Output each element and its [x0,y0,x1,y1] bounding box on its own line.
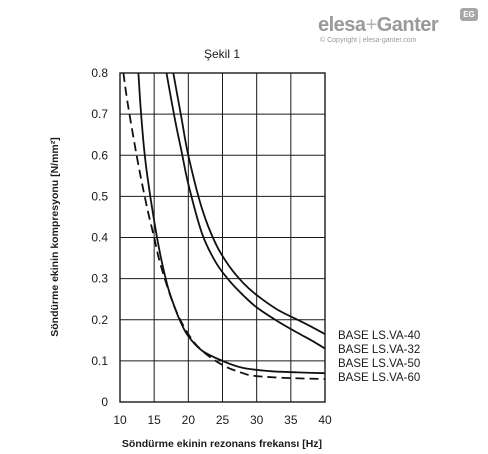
brand-logo: elesa+Ganter © Copyright | elesa-ganter.… [318,8,478,48]
series-labels: BASE LS.VA-40 BASE LS.VA-32 BASE LS.VA-50 B… [338,330,420,384]
chart-title: Şekil 1 [204,47,240,61]
x-tick-label: 30 [250,413,264,427]
brand-badge: EG [460,8,478,21]
x-tick-label: 15 [147,413,161,427]
series-label: BASE LS.VA-50 [338,358,420,370]
plot-frame [119,72,326,403]
y-tick-label: 0.7 [91,107,108,121]
brand-copyright: © Copyright | elesa-ganter.com [320,37,417,44]
x-tick-label: 20 [182,413,196,427]
series-line-base-ls-va-40 [172,72,326,335]
series-line-base-ls-va-60 [122,72,326,380]
series-label: BASE LS.VA-32 [338,344,420,356]
y-axis-label: Söndürme ekinin kompresyonu [N/mm²] [49,137,61,337]
x-tick-label: 40 [318,413,332,427]
y-tick-label: 0.8 [91,66,108,80]
x-tick-label: 35 [284,413,298,427]
y-tick-label: 0.3 [91,272,108,286]
x-tick-label: 25 [216,413,230,427]
y-tick-label: 0.5 [91,189,108,203]
y-tick-label: 0.1 [91,354,108,368]
tick-labels: 10 15 20 25 30 35 40 0 0.1 0.2 0.3 0.4 0.5 0.6 0.7 0.8 [91,66,332,427]
brand-name-part2: Ganter [376,14,439,36]
brand-name: elesa+Ganter [318,14,439,37]
brand-name-part1: elesa [318,14,366,36]
y-tick-label: 0.6 [91,148,108,162]
y-tick-label: 0.4 [91,231,108,245]
grid [119,72,326,403]
y-tick-label: 0 [101,395,108,409]
y-tick-label: 0.2 [91,313,108,327]
series-lines [122,72,326,380]
x-tick-label: 10 [113,413,127,427]
brand-plus: + [365,14,378,36]
series-label: BASE LS.VA-40 [338,330,420,342]
series-label: BASE LS.VA-60 [338,372,420,384]
x-axis-label: Söndürme ekinin rezonans frekansı [Hz] [122,438,322,450]
series-line-base-ls-va-50 [137,72,326,375]
series-line-base-ls-va-32 [165,72,326,350]
